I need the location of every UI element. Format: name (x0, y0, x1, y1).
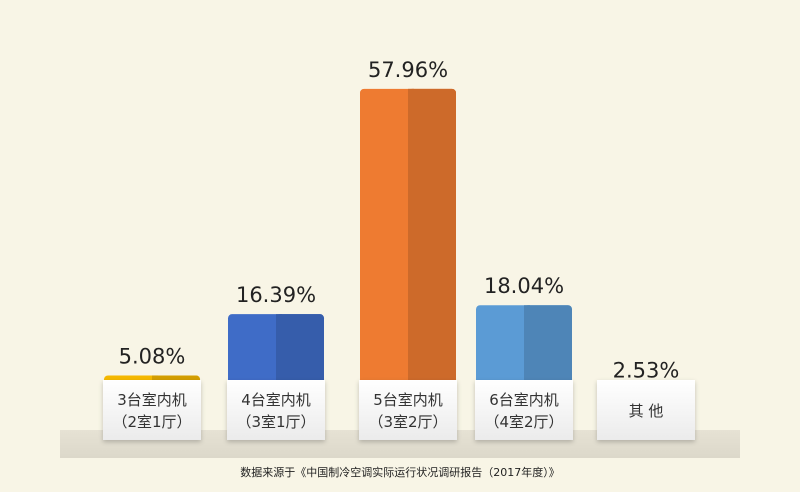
bar-shade (408, 88, 456, 409)
category-label-box (227, 380, 325, 440)
category-tick-label: （2室1厅） (112, 413, 191, 431)
category-label-box (597, 380, 695, 440)
category-label-box (359, 380, 457, 440)
data-label: 16.39% (236, 283, 316, 307)
category-tick-label: 5台室内机 (373, 391, 443, 409)
category-tick-label: （4室2厅） (484, 413, 563, 431)
data-label: 18.04% (484, 274, 564, 298)
category-label-box (103, 380, 201, 440)
category-tick-label: 其 他 (629, 402, 664, 420)
data-label: 5.08% (119, 344, 186, 368)
data-label: 2.53% (613, 358, 680, 382)
data-label: 57.96% (368, 58, 448, 82)
category-tick-label: （3室1厅） (236, 413, 315, 431)
bar-shade-edge (408, 88, 414, 409)
category-tick-label: 4台室内机 (241, 391, 311, 409)
source-note: 数据来源于《中国制冷空调实际运行状况调研报告（2017年度）》 (240, 465, 560, 479)
category-label-box (475, 380, 573, 440)
labels-layer: 5.08% 3台室内机 （2室1厅） 16.39% 4台室内机 （3室1厅） 57.96% 5… (103, 58, 695, 440)
category-tick-label: 6台室内机 (489, 391, 559, 409)
bars-layer (104, 88, 694, 409)
bar-shade-edge (276, 314, 282, 409)
category-tick-label: （3室2厅） (368, 413, 447, 431)
bar-group (360, 88, 456, 409)
category-tick-label: 3台室内机 (117, 391, 187, 409)
bar-shade-edge (524, 305, 530, 409)
